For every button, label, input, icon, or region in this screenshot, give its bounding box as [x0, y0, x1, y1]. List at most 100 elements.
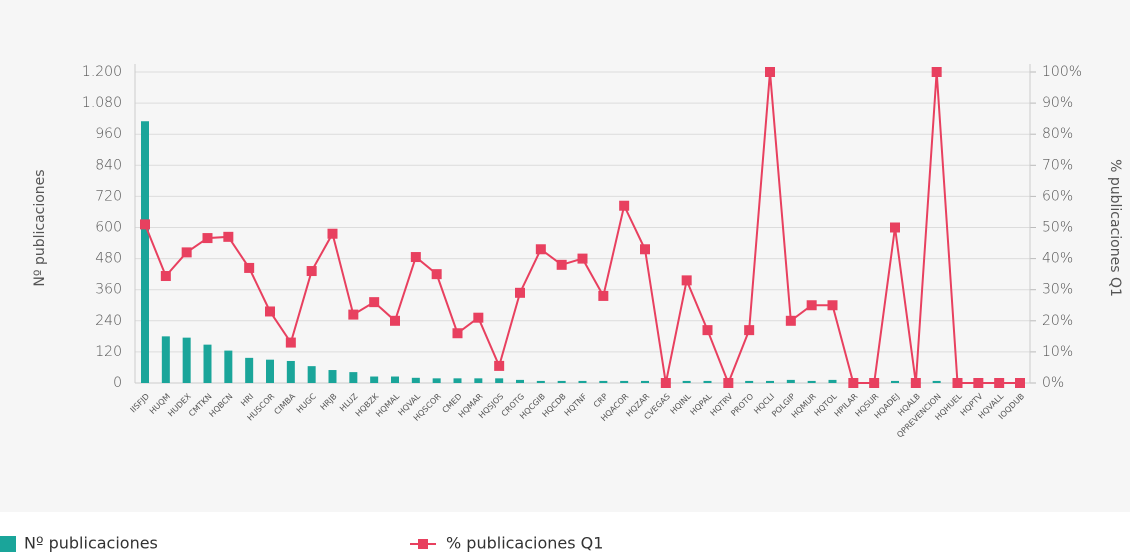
- bar: [891, 380, 899, 383]
- bar: [286, 360, 295, 383]
- marker: [723, 378, 734, 388]
- y-tick-label: 960: [95, 126, 122, 142]
- marker: [181, 247, 192, 258]
- bar: [224, 350, 233, 383]
- marker: [910, 378, 921, 388]
- marker: [681, 275, 692, 286]
- marker: [327, 228, 338, 239]
- y-tick-label: 360: [95, 282, 122, 298]
- y-tick-label: 840: [95, 157, 122, 173]
- marker: [827, 300, 838, 311]
- y2-tick-label: 10%: [1042, 344, 1073, 360]
- bar: [370, 376, 379, 383]
- bar: [932, 380, 941, 383]
- marker: [931, 67, 942, 77]
- marker: [744, 325, 755, 336]
- bar: [411, 377, 420, 383]
- bar: [391, 376, 399, 383]
- bar: [266, 359, 274, 383]
- marker: [369, 297, 380, 308]
- y2-tick-label: 70%: [1042, 157, 1073, 173]
- marker: [1015, 378, 1025, 388]
- marker: [994, 378, 1005, 388]
- marker: [848, 378, 859, 388]
- y2-tick-label: 80%: [1042, 126, 1073, 142]
- marker: [348, 309, 359, 320]
- bar: [495, 378, 504, 383]
- marker: [869, 378, 880, 388]
- marker: [390, 315, 400, 326]
- bar: [620, 380, 629, 383]
- bar: [641, 380, 649, 383]
- marker: [660, 378, 671, 388]
- bar: [474, 378, 483, 383]
- legend-swatch: [418, 539, 428, 549]
- y-tick-label: 0: [113, 375, 122, 391]
- y-tick-label: 1.200: [82, 64, 122, 80]
- y2-tick-label: 90%: [1042, 95, 1073, 111]
- marker: [619, 200, 630, 211]
- plot-panel: [0, 0, 1130, 512]
- marker: [410, 252, 421, 263]
- bar: [599, 380, 608, 383]
- marker: [640, 244, 650, 255]
- marker: [160, 271, 171, 282]
- bar: [516, 379, 524, 383]
- marker: [265, 306, 275, 317]
- marker: [223, 231, 234, 242]
- bar: [245, 357, 254, 383]
- marker: [515, 287, 525, 298]
- marker: [577, 253, 588, 264]
- marker: [535, 244, 546, 255]
- bar: [307, 366, 316, 383]
- bar: [786, 379, 795, 383]
- bar: [828, 379, 837, 383]
- marker: [785, 315, 796, 326]
- bar: [349, 372, 358, 383]
- marker: [431, 269, 442, 280]
- bar: [182, 337, 191, 383]
- bar: [161, 336, 170, 383]
- bar: [703, 380, 712, 383]
- marker: [202, 233, 213, 244]
- y2-tick-label: 30%: [1042, 282, 1073, 298]
- marker: [452, 328, 463, 339]
- y2-tick-label: 20%: [1042, 313, 1073, 329]
- bar: [432, 378, 441, 383]
- marker: [285, 337, 296, 348]
- y-axis-title: Nº publicaciones: [32, 169, 48, 286]
- y-tick-label: 600: [95, 220, 122, 236]
- bar: [536, 380, 545, 383]
- bar: [578, 380, 587, 383]
- y-tick-label: 240: [95, 313, 122, 329]
- marker: [952, 378, 963, 388]
- marker: [140, 219, 150, 230]
- y2-tick-label: 100%: [1042, 64, 1082, 80]
- legend-swatch: [0, 536, 16, 552]
- marker: [556, 259, 567, 270]
- marker: [598, 290, 609, 301]
- bar: [766, 380, 774, 383]
- bar: [682, 380, 691, 383]
- bar: [557, 380, 566, 383]
- legend-label: % publicaciones Q1: [446, 534, 603, 553]
- y-tick-label: 480: [95, 251, 122, 267]
- bar: [745, 380, 754, 383]
- y2-tick-label: 60%: [1042, 188, 1073, 204]
- legend-label: Nº publicaciones: [24, 534, 158, 553]
- marker: [765, 67, 775, 77]
- bar: [203, 344, 212, 383]
- marker: [702, 325, 713, 336]
- marker: [244, 262, 255, 273]
- marker: [973, 378, 984, 388]
- marker: [806, 300, 817, 311]
- marker: [306, 266, 317, 277]
- y2-tick-label: 0%: [1042, 375, 1064, 391]
- bar: [141, 121, 149, 383]
- y-tick-label: 720: [95, 188, 122, 204]
- y2-tick-label: 50%: [1042, 220, 1073, 236]
- y-tick-label: 120: [95, 344, 122, 360]
- bar: [453, 378, 462, 383]
- marker: [473, 312, 484, 323]
